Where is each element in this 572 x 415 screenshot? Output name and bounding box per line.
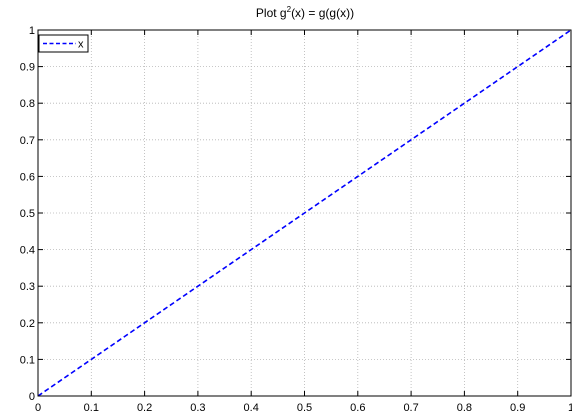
chart-title-superscript: 2: [287, 5, 292, 14]
x-tick-label: 1: [568, 402, 572, 414]
x-tick-label: 0.4: [244, 402, 259, 414]
y-tick-label: 0.5: [20, 208, 35, 220]
y-tick-label: 0.7: [20, 135, 35, 147]
y-tick-label: 0.4: [20, 245, 35, 257]
x-tick-label: 0: [35, 402, 41, 414]
plot-frame: [37, 29, 572, 397]
y-tick-label: 0.8: [20, 98, 35, 110]
chart-title-rest: (x) = g(g(x)): [291, 6, 354, 20]
y-tick-label: 0.2: [20, 318, 35, 330]
y-tick-label: 0.3: [20, 281, 35, 293]
series-lines: [37, 29, 572, 397]
y-tick-label: 0.1: [20, 354, 35, 366]
x-tick-label: 0.1: [84, 402, 99, 414]
x-tick-labels: 0 0.1 0.2 0.3 0.4 0.5 0.6 0.7 0.8 0.9 1: [35, 402, 572, 414]
legend-label-x: x: [78, 39, 84, 51]
legend: x: [38, 34, 89, 53]
y-tick-label: 0: [29, 391, 35, 403]
y-tick-label: 0.9: [20, 62, 35, 74]
x-tick-label: 0.8: [457, 402, 472, 414]
x-tick-label: 0.9: [510, 402, 525, 414]
y-tick-label: 0.6: [20, 171, 35, 183]
x-tick-label: 0.2: [137, 402, 152, 414]
x-tick-label: 0.7: [403, 402, 418, 414]
chart-title-main: Plot g: [256, 6, 287, 20]
chart-title: Plot g2(x) = g(g(x)): [256, 5, 354, 20]
y-tick-labels: 0 0.1 0.2 0.3 0.4 0.5 0.6 0.7 0.8 0.9 1: [20, 25, 35, 403]
y-tick-label: 1: [29, 25, 35, 37]
x-tick-label: 0.6: [350, 402, 365, 414]
series-line-x: [37, 29, 572, 397]
x-tick-label: 0.5: [297, 402, 312, 414]
x-tick-label: 0.3: [190, 402, 205, 414]
grid: [38, 30, 571, 396]
